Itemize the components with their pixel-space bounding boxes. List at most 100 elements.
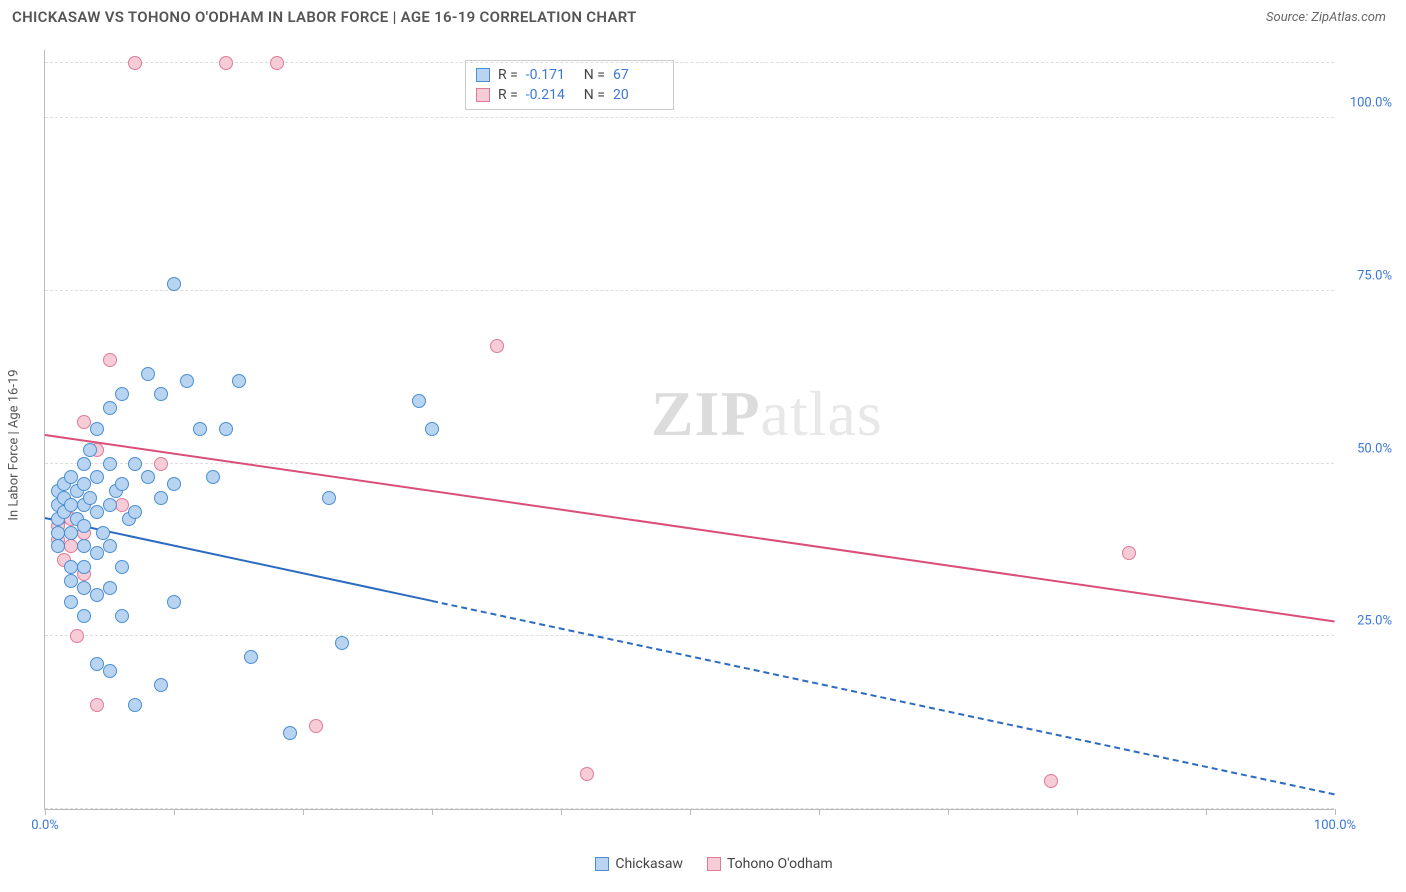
gridline (45, 62, 1334, 63)
data-point-chickasaw (103, 401, 117, 415)
data-point-chickasaw (154, 491, 168, 505)
data-point-chickasaw (103, 664, 117, 678)
data-point-tohono (270, 56, 284, 70)
data-point-tohono (580, 767, 594, 781)
data-point-chickasaw (77, 477, 91, 491)
data-point-chickasaw (425, 422, 439, 436)
chart-area: In Labor Force | Age 16-19 ZIPatlas R = … (44, 50, 1384, 840)
data-point-chickasaw (128, 698, 142, 712)
data-point-chickasaw (90, 505, 104, 519)
data-point-chickasaw (141, 470, 155, 484)
correlation-row-tohono: R = -0.214 N = 20 (476, 85, 663, 105)
data-point-tohono (70, 629, 84, 643)
data-point-chickasaw (64, 526, 78, 540)
data-point-chickasaw (90, 470, 104, 484)
data-point-chickasaw (77, 539, 91, 553)
x-tick (948, 809, 949, 815)
x-tick-label: 100.0% (1314, 818, 1356, 833)
data-point-chickasaw (96, 526, 110, 540)
swatch-chickasaw (595, 857, 609, 871)
data-point-chickasaw (115, 387, 129, 401)
data-point-chickasaw (128, 457, 142, 471)
trend-line (432, 600, 1335, 795)
data-point-tohono (1122, 546, 1136, 560)
data-point-chickasaw (77, 581, 91, 595)
y-axis-label: In Labor Force | Age 16-19 (7, 369, 22, 520)
data-point-tohono (219, 56, 233, 70)
x-tick (690, 809, 691, 815)
data-point-tohono (309, 719, 323, 733)
data-point-chickasaw (128, 505, 142, 519)
data-point-chickasaw (103, 498, 117, 512)
data-point-tohono (77, 415, 91, 429)
data-point-tohono (490, 339, 504, 353)
x-tick (303, 809, 304, 815)
data-point-chickasaw (115, 609, 129, 623)
data-point-chickasaw (77, 519, 91, 533)
chart-title: CHICKASAW VS TOHONO O'ODHAM IN LABOR FOR… (12, 8, 637, 26)
data-point-tohono (128, 56, 142, 70)
x-tick (1335, 809, 1336, 815)
y-tick-label: 75.0% (1340, 268, 1392, 283)
x-tick (1077, 809, 1078, 815)
data-point-tohono (103, 353, 117, 367)
data-point-chickasaw (77, 560, 91, 574)
x-tick-label: 0.0% (31, 818, 59, 833)
correlation-row-chickasaw: R = -0.171 N = 67 (476, 65, 663, 85)
data-point-chickasaw (90, 546, 104, 560)
data-point-chickasaw (141, 367, 155, 381)
data-point-chickasaw (64, 498, 78, 512)
data-point-chickasaw (167, 477, 181, 491)
swatch-chickasaw (476, 68, 490, 82)
data-point-chickasaw (154, 387, 168, 401)
x-tick (819, 809, 820, 815)
data-point-chickasaw (83, 443, 97, 457)
swatch-tohono (707, 857, 721, 871)
data-point-chickasaw (412, 394, 426, 408)
data-point-chickasaw (167, 595, 181, 609)
data-point-tohono (64, 539, 78, 553)
data-point-chickasaw (77, 609, 91, 623)
data-point-chickasaw (283, 726, 297, 740)
gridline (45, 635, 1334, 636)
data-point-chickasaw (180, 374, 194, 388)
data-point-chickasaw (51, 539, 65, 553)
data-point-chickasaw (90, 422, 104, 436)
data-point-chickasaw (64, 470, 78, 484)
data-point-chickasaw (167, 277, 181, 291)
legend-tohono: Tohono O'odham (707, 856, 833, 872)
data-point-chickasaw (77, 457, 91, 471)
plot-region: ZIPatlas R = -0.171 N = 67 R = -0.214 N … (44, 50, 1334, 810)
swatch-tohono (476, 88, 490, 102)
data-point-chickasaw (90, 657, 104, 671)
data-point-tohono (115, 498, 129, 512)
x-tick (561, 809, 562, 815)
chart-source: Source: ZipAtlas.com (1266, 10, 1386, 25)
data-point-chickasaw (206, 470, 220, 484)
y-tick-label: 50.0% (1340, 441, 1392, 456)
data-point-tohono (90, 698, 104, 712)
chart-header: CHICKASAW VS TOHONO O'ODHAM IN LABOR FOR… (0, 0, 1406, 34)
y-tick-label: 100.0% (1340, 96, 1392, 111)
legend-chickasaw: Chickasaw (595, 856, 683, 872)
data-point-chickasaw (64, 595, 78, 609)
x-tick (1206, 809, 1207, 815)
data-point-chickasaw (83, 491, 97, 505)
data-point-chickasaw (115, 560, 129, 574)
gridline (45, 290, 1334, 291)
watermark: ZIPatlas (651, 377, 883, 451)
data-point-chickasaw (193, 422, 207, 436)
data-point-chickasaw (103, 539, 117, 553)
data-point-tohono (154, 457, 168, 471)
data-point-chickasaw (103, 581, 117, 595)
x-tick (174, 809, 175, 815)
data-point-chickasaw (232, 374, 246, 388)
data-point-chickasaw (64, 574, 78, 588)
data-point-chickasaw (154, 678, 168, 692)
data-point-chickasaw (64, 560, 78, 574)
data-point-chickasaw (244, 650, 258, 664)
data-point-chickasaw (51, 526, 65, 540)
data-point-chickasaw (90, 588, 104, 602)
y-tick-label: 25.0% (1340, 614, 1392, 629)
data-point-chickasaw (219, 422, 233, 436)
